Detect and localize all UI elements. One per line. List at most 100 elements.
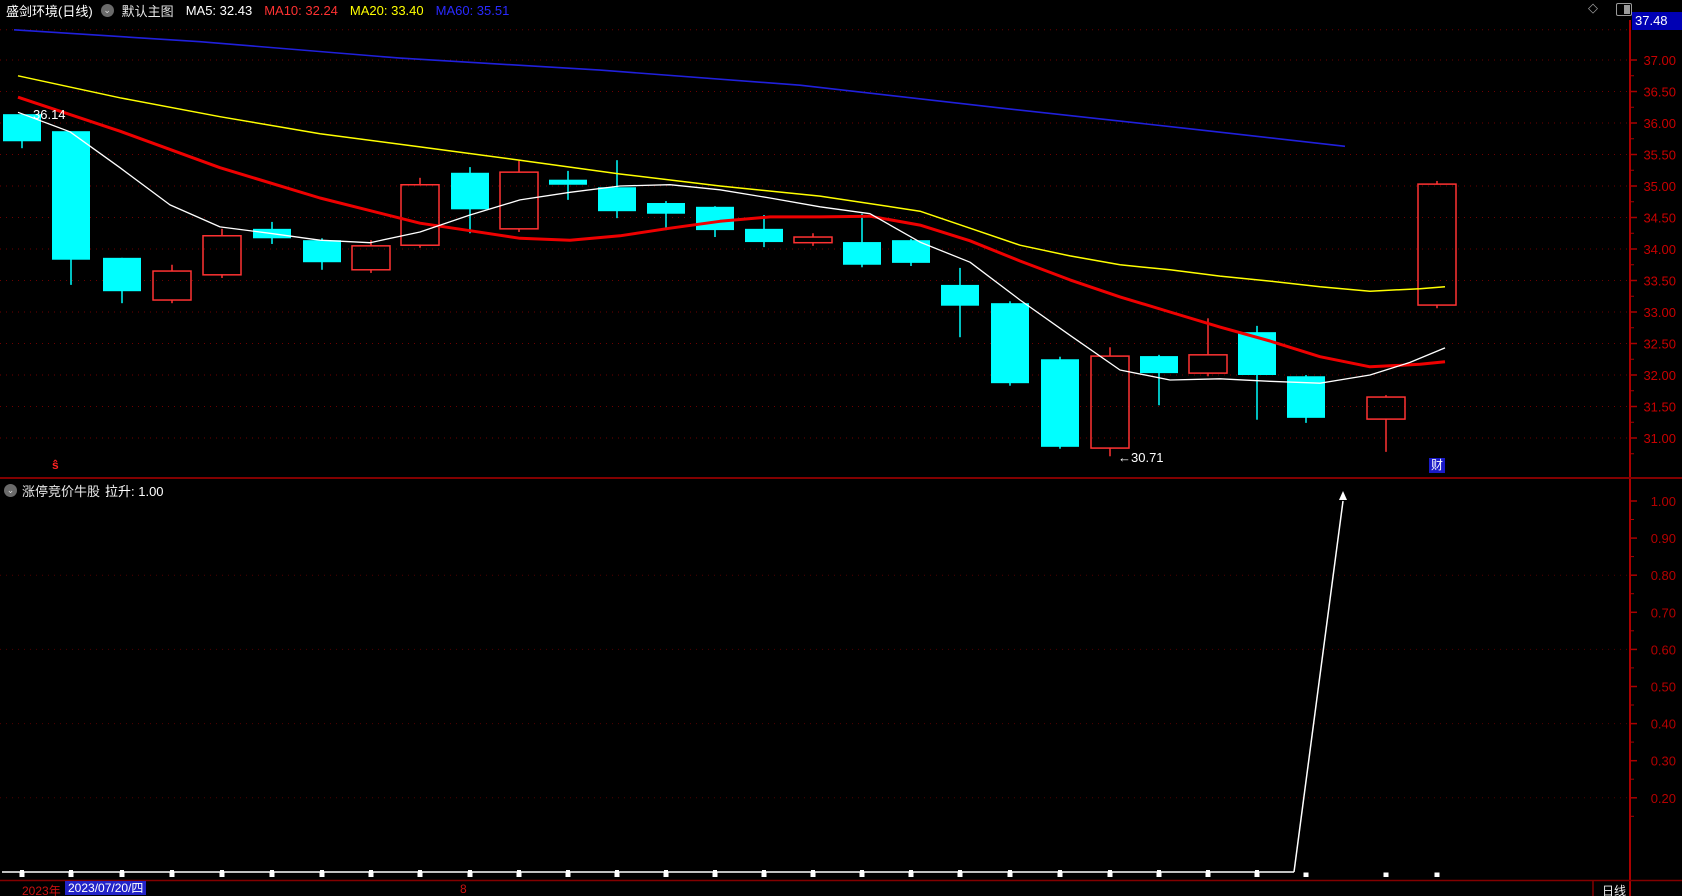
finance-report-badge[interactable]: 财 [1429, 458, 1446, 473]
candle-down [52, 131, 90, 260]
candles-layer [3, 114, 1457, 457]
indicator-point [1108, 870, 1112, 874]
candle-down [941, 284, 979, 306]
price-axis-label: 36.00 [1643, 116, 1676, 131]
date-tick [1434, 872, 1440, 877]
date-tick [859, 872, 865, 877]
price-axis-label: 35.50 [1643, 148, 1676, 163]
indicator-point [418, 870, 422, 874]
date-tick [119, 872, 125, 877]
candle-up [793, 236, 833, 244]
indicator-axis-label: 0.50 [1651, 680, 1676, 695]
date-tick [1156, 872, 1162, 877]
date-tick [417, 872, 423, 877]
candle-up [351, 245, 391, 271]
chevron-down-icon[interactable]: ⌄ [100, 3, 114, 17]
price-axis-label: 32.50 [1643, 337, 1676, 352]
candle-down [892, 240, 930, 263]
date-tick [614, 872, 620, 877]
indicator-point [1255, 870, 1259, 874]
indicator-axis-label: 0.30 [1651, 754, 1676, 769]
candle-down [647, 203, 685, 214]
low-price-annotation: ←30.71 [1118, 450, 1164, 466]
indicator-point [270, 870, 274, 874]
candle-up [400, 183, 440, 246]
ma5-legend: MA5: 32.43 [185, 2, 253, 18]
candle-up [152, 270, 192, 301]
date-tick [219, 872, 225, 877]
price-axis-label: 34.00 [1643, 242, 1676, 257]
candle-up [499, 171, 539, 230]
date-tick [467, 872, 473, 877]
chart-header: 盛剑环境(日线) ⌄ 默认主图 MA5: 32.43 MA10: 32.24 M… [0, 0, 1682, 20]
indicator-axis-label: 0.90 [1651, 531, 1676, 546]
date-tick [269, 872, 275, 877]
ma60-legend: MA60: 35.51 [435, 2, 510, 18]
year-label: 2023年 [22, 884, 61, 896]
price-axis-label: 33.00 [1643, 305, 1676, 320]
indicator-point [170, 870, 174, 874]
indicator-point [713, 870, 717, 874]
indicator-point [1058, 870, 1062, 874]
date-tick [761, 872, 767, 877]
indicator-point [958, 870, 962, 874]
indicator-axis-label: 0.70 [1651, 605, 1676, 620]
indicator-point [320, 870, 324, 874]
price-axis-label: 36.50 [1643, 85, 1676, 100]
indicator-point [615, 870, 619, 874]
candle-down [1238, 332, 1276, 375]
price-axis-label: 32.00 [1643, 368, 1676, 383]
candle-down [1140, 356, 1178, 374]
indicator-point [909, 870, 913, 874]
indicator-point [69, 870, 73, 874]
date-tick [1007, 872, 1013, 877]
candle-down [1041, 359, 1079, 447]
date-tick [169, 872, 175, 877]
period-label[interactable]: 日线 [1602, 884, 1627, 896]
candle-down [745, 228, 783, 243]
date-tick [1205, 872, 1211, 877]
view-label[interactable]: 默认主图 [121, 3, 174, 19]
date-tick [19, 872, 25, 877]
high-price-annotation: 36.14 [33, 107, 66, 123]
candle-down [549, 179, 587, 185]
date-tick [565, 872, 571, 877]
date-tick [1303, 872, 1309, 877]
indicator-point [762, 870, 766, 874]
moving-averages-layer [13, 29, 1446, 384]
indicator-spike-arrow [1339, 491, 1347, 500]
candle-up [1366, 396, 1406, 420]
panel-layout-icon-fill [1624, 5, 1630, 14]
indicator-spike-line [1293, 500, 1344, 873]
candle-up [1090, 355, 1130, 449]
candle-up [1417, 183, 1457, 306]
candle-down [696, 206, 734, 231]
indicator-point [811, 870, 815, 874]
date-tick [663, 872, 669, 877]
indicator-chevron-down-icon[interactable]: ⌄ [4, 484, 17, 497]
time-axis-bar: 2023年 2023/07/20/四 8 日线 [0, 881, 1682, 896]
indicator-point [120, 870, 124, 874]
indicator-header: ⌄ 涨停竞价牛股 拉升: 1.00 [4, 481, 164, 500]
indicator-name[interactable]: 涨停竞价牛股 [22, 484, 101, 499]
date-tick [68, 872, 74, 877]
panel-layout-icon[interactable] [1616, 3, 1632, 16]
date-tick [516, 872, 522, 877]
date-tick [1383, 872, 1389, 877]
indicator-point [369, 870, 373, 874]
candle-down [103, 257, 141, 292]
symbol-title: 盛剑环境(日线) [6, 3, 93, 19]
ma-line-ma60 [13, 29, 1346, 148]
price-axis-label: 35.00 [1643, 179, 1676, 194]
indicator-axis-label: 1.00 [1651, 494, 1676, 509]
indicator-point [20, 870, 24, 874]
selected-date-label[interactable]: 2023/07/20/四 [65, 881, 147, 895]
date-tick [319, 872, 325, 877]
date-tick [1057, 872, 1063, 877]
top-price-badge: 37.48 [1632, 12, 1682, 30]
indicator-point [517, 870, 521, 874]
price-axis-label: 37.00 [1643, 53, 1676, 68]
diamond-icon[interactable]: ◇ [1588, 0, 1598, 15]
